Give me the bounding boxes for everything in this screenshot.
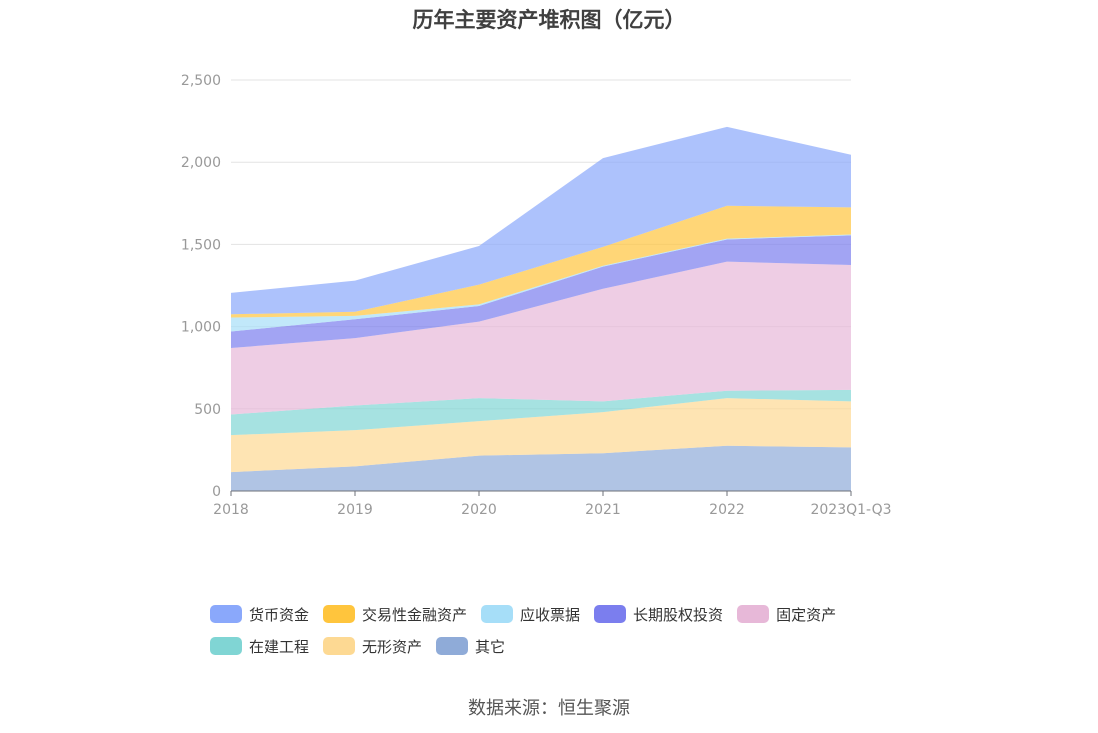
area-series-6: [231, 205, 851, 318]
legend-label-other: 其它: [475, 637, 506, 656]
area-series-0: [231, 445, 851, 491]
y-tick-label: 2,000: [181, 155, 221, 171]
chart-title: 历年主要资产堆积图（亿元）: [412, 8, 686, 32]
legend-label-trading-assets: 交易性金融资产: [362, 605, 468, 624]
legend-label-notes-receivable: 应收票据: [520, 605, 581, 624]
y-tick-label: 1,000: [181, 320, 221, 336]
y-tick-label: 0: [212, 484, 221, 500]
area-series-5: [231, 234, 851, 332]
legend-item-fixed-assets[interactable]: 固定资产: [737, 604, 836, 625]
legend-swatch-lt-equity: [594, 605, 627, 623]
data-source: 数据来源：恒生聚源: [468, 698, 630, 719]
legend-item-cash[interactable]: 货币资金: [210, 604, 309, 625]
legend-label-intangible: 无形资产: [362, 637, 423, 656]
legend-row-2: 在建工程 无形资产 其它: [210, 630, 910, 662]
area-series-3: [231, 261, 851, 415]
legend-swatch-construction: [210, 637, 242, 655]
legend-item-construction[interactable]: 在建工程: [210, 636, 309, 657]
y-tick-label: 2,500: [181, 73, 221, 89]
legend-swatch-trading-assets: [323, 605, 356, 623]
legend-swatch-intangible: [323, 637, 356, 655]
area-series-4: [231, 235, 851, 348]
legend-swatch-notes-receivable: [481, 605, 514, 623]
legend-item-notes-receivable[interactable]: 应收票据: [481, 604, 580, 625]
legend-item-lt-equity[interactable]: 长期股权投资: [594, 604, 723, 625]
x-tick-label: 2022: [709, 502, 745, 518]
x-tick-label: 2023Q1-Q3: [810, 502, 891, 518]
legend-item-trading-assets[interactable]: 交易性金融资产: [323, 604, 467, 625]
legend: 货币资金 交易性金融资产 应收票据 长期股权投资 固定资产 在建工程 无形资产: [210, 598, 910, 662]
area-series-2: [231, 389, 851, 436]
x-tick-label: 2020: [461, 502, 497, 518]
x-tick-label: 2021: [585, 502, 621, 518]
y-tick-label: 1,500: [181, 237, 221, 253]
legend-row-1: 货币资金 交易性金融资产 应收票据 长期股权投资 固定资产: [210, 598, 910, 630]
legend-item-intangible[interactable]: 无形资产: [323, 636, 422, 657]
legend-label-cash: 货币资金: [249, 605, 310, 624]
x-tick-label: 2019: [337, 502, 373, 518]
legend-item-other[interactable]: 其它: [436, 636, 505, 657]
area-series-7: [231, 126, 851, 315]
y-tick-label: 500: [194, 402, 221, 418]
area-series-1: [231, 398, 851, 473]
legend-label-fixed-assets: 固定资产: [776, 605, 837, 624]
legend-label-construction: 在建工程: [249, 637, 310, 656]
legend-label-lt-equity: 长期股权投资: [633, 605, 724, 624]
legend-swatch-cash: [210, 605, 242, 623]
legend-swatch-fixed-assets: [737, 605, 770, 623]
legend-swatch-other: [436, 637, 469, 655]
x-tick-label: 2018: [213, 502, 249, 518]
